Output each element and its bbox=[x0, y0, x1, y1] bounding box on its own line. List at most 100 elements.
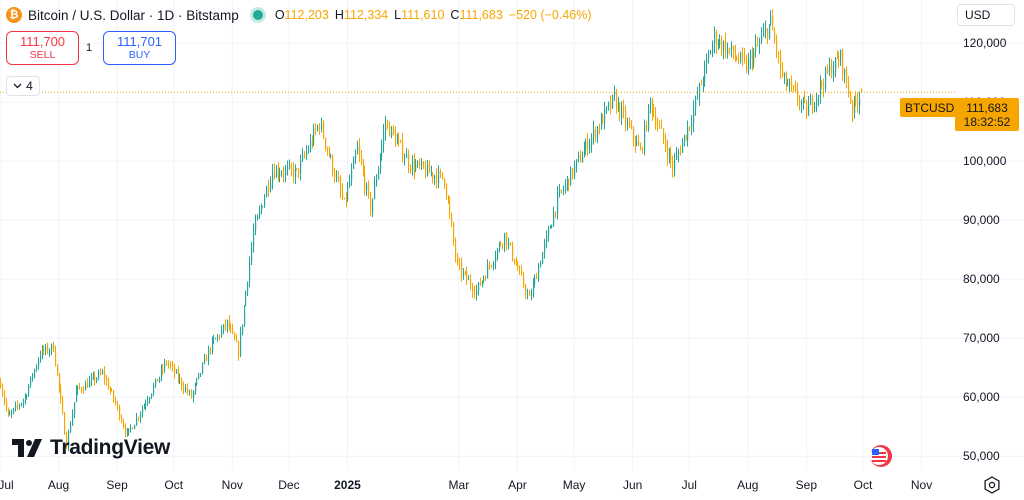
buy-button[interactable]: 111,701 BUY bbox=[103, 31, 176, 65]
candle-body bbox=[285, 169, 287, 176]
candle-body bbox=[544, 242, 546, 253]
candle-body bbox=[415, 164, 417, 171]
symbol-title[interactable]: Bitcoin / U.S. Dollar · 1D · Bitstamp bbox=[28, 7, 239, 23]
candle-body bbox=[64, 413, 66, 435]
candle-body bbox=[355, 153, 357, 159]
candle-body bbox=[189, 391, 191, 393]
candle-body bbox=[96, 378, 98, 382]
candle-body bbox=[761, 36, 763, 42]
candle-body bbox=[752, 55, 754, 65]
candle-body bbox=[837, 57, 839, 60]
candle-body bbox=[274, 171, 276, 178]
candle-body bbox=[427, 164, 429, 176]
candle-body bbox=[442, 172, 444, 179]
candle-body bbox=[36, 366, 38, 370]
ohlc-key: H bbox=[334, 8, 344, 22]
candle-body bbox=[846, 69, 848, 84]
candle-body bbox=[234, 333, 236, 340]
candle-body bbox=[342, 191, 344, 199]
candle-body bbox=[597, 127, 599, 138]
candle-body bbox=[40, 355, 42, 361]
settings-icon[interactable] bbox=[983, 476, 1001, 494]
candle-body bbox=[786, 73, 788, 86]
candle-body bbox=[76, 390, 78, 403]
candle-body bbox=[215, 338, 217, 339]
candle-body bbox=[595, 129, 597, 138]
candle-body bbox=[4, 393, 6, 402]
candle-body bbox=[15, 405, 17, 409]
candle-body bbox=[179, 378, 181, 380]
candle-body bbox=[206, 357, 208, 361]
candle-body bbox=[625, 111, 627, 125]
candle-body bbox=[187, 387, 189, 393]
candle-body bbox=[850, 94, 852, 103]
candle-body bbox=[623, 107, 625, 112]
sell-price: 111,700 bbox=[19, 34, 66, 49]
time-axis-tick: 2025 bbox=[334, 478, 361, 492]
candle-body bbox=[134, 425, 136, 430]
candle-body bbox=[589, 144, 591, 151]
us-flag-icon[interactable] bbox=[866, 444, 896, 468]
candle-body bbox=[803, 98, 805, 103]
candle-body bbox=[287, 167, 289, 170]
indicators-toggle[interactable]: 4 bbox=[6, 76, 40, 96]
candle-body bbox=[678, 151, 680, 155]
candle-body bbox=[448, 196, 450, 203]
buy-label: BUY bbox=[128, 49, 151, 61]
candle-body bbox=[104, 371, 106, 380]
candle-body bbox=[854, 97, 856, 114]
candle-body bbox=[414, 161, 416, 171]
candle-body bbox=[17, 405, 19, 406]
candle-body bbox=[87, 383, 89, 388]
ohlc-value: 112,203 bbox=[284, 8, 329, 22]
candle-body bbox=[440, 170, 442, 173]
candle-body bbox=[364, 172, 366, 191]
candle-body bbox=[578, 155, 580, 160]
candle-body bbox=[519, 269, 521, 271]
candle-body bbox=[262, 206, 264, 208]
candle-body bbox=[816, 97, 818, 106]
candle-body bbox=[185, 387, 187, 390]
candle-body bbox=[691, 123, 693, 128]
candle-body bbox=[397, 140, 399, 145]
time-axis-tick: Nov bbox=[910, 478, 933, 492]
candle-body bbox=[852, 102, 854, 114]
candle-body bbox=[119, 406, 121, 418]
sell-button[interactable]: 111,700 SELL bbox=[6, 31, 79, 65]
candle-body bbox=[338, 176, 340, 182]
candle-body bbox=[842, 50, 844, 75]
candle-body bbox=[661, 126, 663, 129]
candle-body bbox=[604, 108, 606, 124]
candle-body bbox=[629, 122, 631, 127]
candle-body bbox=[820, 82, 822, 95]
candle-body bbox=[26, 395, 28, 397]
bar-countdown: 18:32:52 bbox=[963, 114, 1011, 129]
candle-body bbox=[66, 434, 68, 449]
candle-body bbox=[508, 242, 510, 246]
candle-body bbox=[838, 59, 840, 63]
candle-body bbox=[584, 149, 586, 158]
candle-body bbox=[612, 95, 614, 108]
time-axis-tick: Oct bbox=[164, 478, 184, 492]
candle-body bbox=[70, 425, 72, 432]
candle-body bbox=[6, 401, 8, 409]
tradingview-logo[interactable]: TradingView bbox=[12, 436, 170, 460]
candle-body bbox=[789, 82, 791, 86]
candle-body bbox=[742, 53, 744, 57]
candle-body bbox=[527, 293, 529, 295]
candle-body bbox=[669, 152, 671, 159]
currency-selector[interactable]: USD bbox=[957, 4, 1015, 26]
candle-body bbox=[313, 128, 315, 144]
candle-body bbox=[644, 124, 646, 150]
candle-body bbox=[304, 155, 306, 156]
candle-body bbox=[633, 127, 635, 140]
candle-body bbox=[57, 365, 59, 374]
candle-body bbox=[155, 378, 157, 386]
candle-body bbox=[429, 164, 431, 173]
candle-body bbox=[19, 405, 21, 407]
candle-body bbox=[835, 57, 837, 71]
candle-body bbox=[582, 157, 584, 162]
candle-body bbox=[799, 101, 801, 105]
candle-body bbox=[404, 158, 406, 159]
